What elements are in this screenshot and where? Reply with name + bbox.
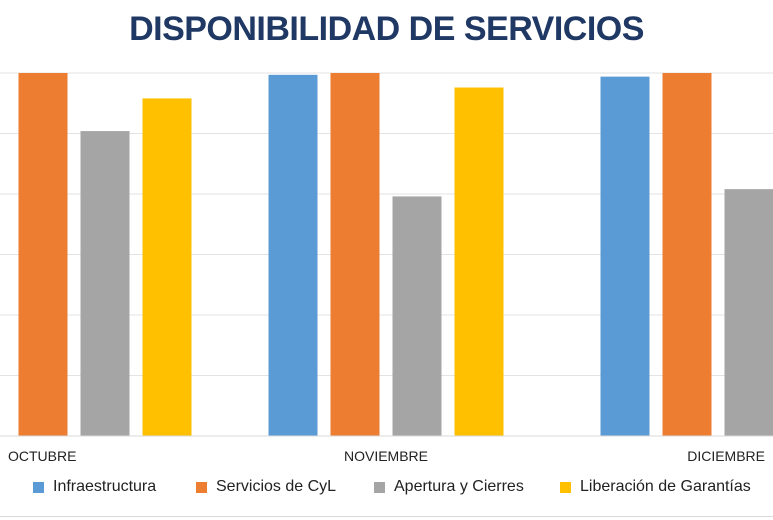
category-labels: OCTUBRE NOVIEMBRE DICIEMBRE <box>8 448 765 464</box>
bar-diciembre-infraestructura <box>600 76 650 436</box>
bar-noviembre-apertura-y-cierres <box>392 196 442 436</box>
legend-label: Infraestructura <box>53 478 157 495</box>
bar-diciembre-servicios-de-cyl <box>662 73 712 436</box>
bar-octubre-apertura-y-cierres <box>80 131 130 436</box>
legend-item-infraestructura: Infraestructura <box>33 478 156 496</box>
legend-swatch <box>374 481 385 493</box>
legend-label: Servicios de CyL <box>216 478 337 495</box>
legend-item-apertura-y-cierres: Apertura y Cierres <box>374 478 524 496</box>
legend-label: Apertura y Cierres <box>394 478 524 495</box>
bottom-border <box>0 516 773 517</box>
category-label-octubre: OCTUBRE <box>8 448 76 464</box>
bar-noviembre-liberaci-n-de-garant-as <box>454 87 504 437</box>
legend-swatch <box>33 481 44 493</box>
legend: Infraestructura Servicios de CyL Apertura … <box>0 478 773 500</box>
category-label-diciembre: DICIEMBRE <box>687 448 765 464</box>
bar-diciembre-apertura-y-cierres <box>724 189 773 436</box>
category-label-noviembre: NOVIEMBRE <box>344 448 428 464</box>
legend-item-liberaci-n-de-garant-as: Liberación de Garantías <box>560 478 751 496</box>
bars <box>18 73 773 437</box>
legend-label: Liberación de Garantías <box>580 478 751 495</box>
legend-swatch <box>560 481 571 493</box>
plot-area: OCTUBRE NOVIEMBRE DICIEMBRE <box>0 72 773 464</box>
legend-swatch <box>196 481 207 493</box>
bar-octubre-servicios-de-cyl <box>18 73 68 436</box>
legend-item-servicios-de-cyl: Servicios de CyL <box>196 478 336 496</box>
bar-octubre-liberaci-n-de-garant-as <box>142 98 192 436</box>
bar-noviembre-servicios-de-cyl <box>330 73 380 436</box>
bar-noviembre-infraestructura <box>268 74 318 436</box>
chart-title: DISPONIBILIDAD DE SERVICIOS <box>129 10 644 48</box>
